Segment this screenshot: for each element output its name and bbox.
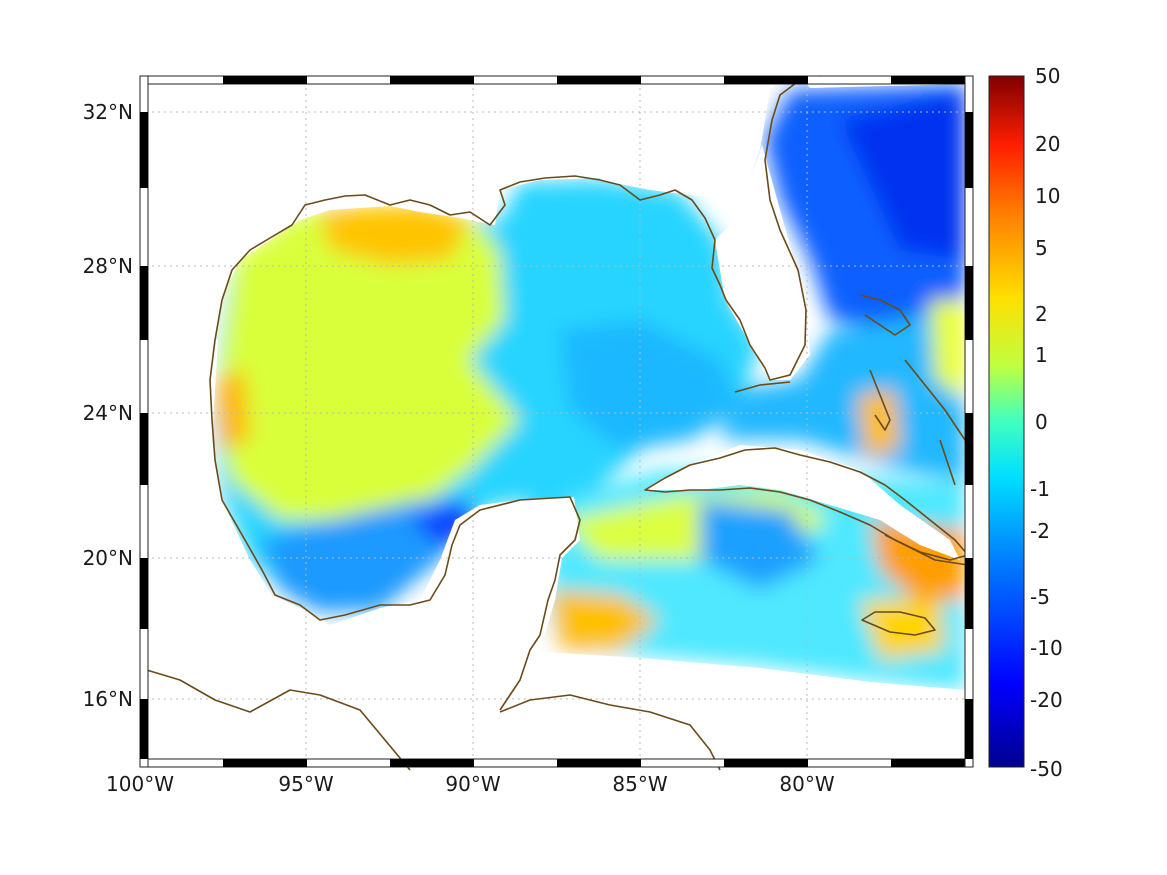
straits-field [720, 300, 965, 480]
bahamas-yellow [930, 300, 965, 400]
colorbar-tick-label: -2 [1030, 519, 1050, 543]
colorbar-tick-label: 2 [1035, 302, 1048, 326]
lat-tick-label: 16°N [83, 687, 133, 711]
florida-land [600, 76, 780, 200]
colorbar-tick-label: 10 [1035, 184, 1060, 208]
colorbar-tick-label: -50 [1030, 757, 1063, 781]
us-gulf-land [140, 76, 600, 340]
colorbar-tick-label: -10 [1030, 636, 1063, 660]
lon-tick-label: 80°W [779, 772, 834, 796]
colorbar-gradient [988, 75, 1025, 768]
florida-peninsula-land [715, 145, 810, 380]
lat-tick-label: 24°N [83, 401, 133, 425]
colorbar-tick-label: 1 [1035, 343, 1048, 367]
mexico-coastline [209, 299, 581, 711]
colorbar-tick-label: -5 [1030, 585, 1050, 609]
colorbar-tick-label: 20 [1035, 132, 1060, 156]
longitude-axis: 100°W 95°W 90°W 85°W 80°W [106, 772, 835, 796]
south-cutoff [545, 652, 965, 767]
lon-tick-label: 100°W [106, 772, 174, 796]
lat-tick-label: 28°N [83, 254, 133, 278]
map-frame [139, 75, 974, 768]
coastline [139, 75, 969, 771]
bahamas-coastline [859, 294, 966, 486]
cuba-land [645, 445, 960, 560]
lat-tick-label: 20°N [83, 546, 133, 570]
south-gulf-blue [260, 500, 470, 612]
hispaniola-coastline [884, 534, 969, 566]
colorbar-tick-label: -20 [1030, 688, 1063, 712]
honduras-orange [550, 590, 660, 650]
lon-tick-label: 85°W [612, 772, 667, 796]
jamaica-warm [860, 600, 945, 660]
latitude-axis: 32°N 28°N 24°N 20°N 16°N [83, 100, 133, 711]
lon-tick-label: 95°W [278, 772, 333, 796]
campeche-dark-blue [410, 500, 480, 550]
lon-tick-label: 90°W [445, 772, 500, 796]
us-gulf-coastline [221, 75, 821, 381]
texas-louisiana-orange [320, 205, 470, 265]
honduras-coastline [499, 694, 721, 771]
colorbar-tick-label: -1 [1030, 477, 1050, 501]
central-america-coastline [139, 667, 411, 771]
atlantic-dark-blue [840, 90, 965, 260]
cayman-blue [700, 500, 820, 590]
graticule [140, 76, 973, 767]
colorbar: 50 20 10 5 2 1 0 -1 -2 -5 -10 -20 -50 [988, 64, 1063, 781]
andros-orange [858, 390, 900, 455]
cuba-coastline [644, 447, 969, 561]
east-gulf-blue [560, 320, 740, 450]
western-gulf-warm [215, 205, 520, 520]
keys-coastline [734, 381, 791, 393]
jamaica-coastline [861, 611, 936, 636]
lat-tick-label: 32°N [83, 100, 133, 124]
mexico-west-land [140, 340, 275, 600]
west-edge-orange [215, 370, 250, 450]
colorbar-tick-label: 5 [1035, 236, 1048, 260]
colorbar-tick-label: 50 [1035, 64, 1060, 88]
colorbar-tick-label: 0 [1035, 410, 1048, 434]
sea-level-field [140, 76, 973, 767]
